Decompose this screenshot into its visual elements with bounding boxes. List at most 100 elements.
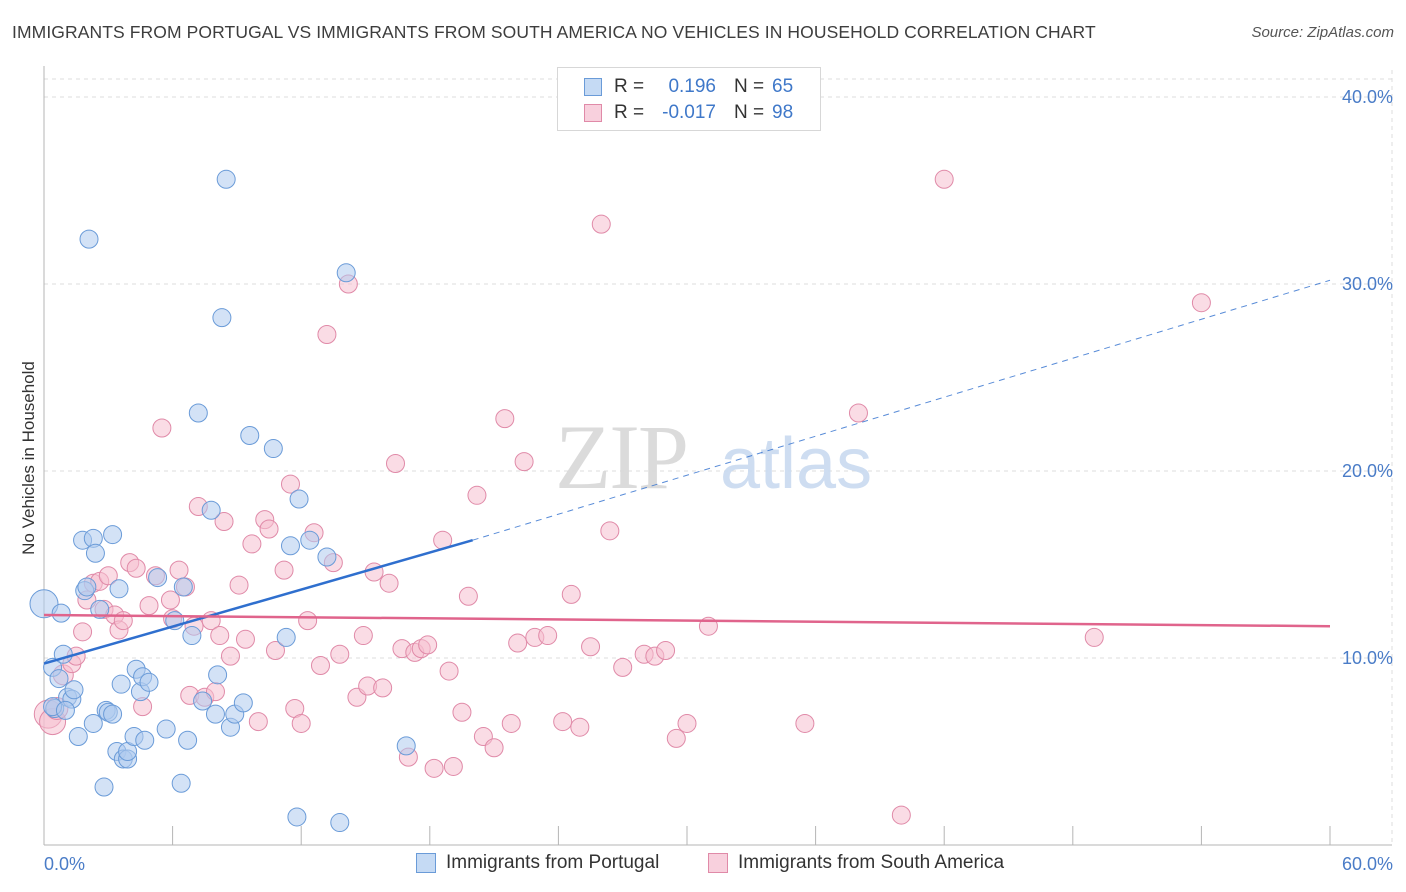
data-point: [94, 777, 114, 797]
legend-r-value: -0.017: [662, 102, 716, 123]
data-point: [103, 704, 123, 724]
data-point: [467, 485, 487, 505]
data-point: [289, 489, 309, 509]
data-point: [317, 547, 337, 567]
legend-n-value: 98: [772, 102, 794, 123]
data-point: [156, 719, 176, 739]
data-point: [570, 717, 590, 737]
legend-swatch-pink: [708, 853, 728, 873]
data-point: [276, 627, 296, 647]
y-tick-label: 10.0%: [1342, 648, 1393, 668]
data-point: [126, 558, 146, 578]
data-point: [310, 655, 330, 675]
watermark: ZIP atlas: [555, 406, 872, 508]
data-point: [298, 611, 318, 631]
data-point: [265, 641, 285, 661]
y-tick-label: 40.0%: [1342, 87, 1393, 107]
data-point: [274, 560, 294, 580]
data-point: [666, 728, 686, 748]
legend-r-label: R =: [614, 76, 645, 97]
data-point: [495, 409, 515, 429]
data-point: [452, 702, 472, 722]
data-point: [613, 657, 633, 677]
data-point: [135, 730, 155, 750]
data-point: [501, 713, 521, 733]
data-point: [64, 680, 84, 700]
data-point: [600, 521, 620, 541]
data-point: [240, 425, 260, 445]
data-point: [235, 629, 255, 649]
data-point: [553, 712, 573, 732]
legend-swatch-blue: [584, 78, 602, 96]
data-point: [439, 661, 459, 681]
data-point: [233, 693, 253, 713]
data-point: [1191, 293, 1211, 313]
legend-n-label: N =: [734, 76, 765, 97]
legend-n-value: 65: [772, 76, 794, 97]
data-point: [77, 577, 97, 597]
legend-swatch-blue: [416, 853, 436, 873]
axes: [43, 66, 1392, 846]
data-point: [379, 573, 399, 593]
data-point: [188, 403, 208, 423]
data-point: [139, 596, 159, 616]
trend-line-south-america: [43, 613, 1331, 628]
legend-item-south-america[interactable]: Immigrants from South America: [708, 852, 1004, 874]
data-point: [83, 713, 103, 733]
data-point: [259, 519, 279, 539]
data-point: [111, 674, 131, 694]
data-point: [291, 713, 311, 733]
data-point: [103, 525, 123, 545]
data-point: [248, 712, 268, 732]
tick-labels: 10.0% 20.0% 30.0% 40.0% 0.0% 60.0%: [44, 87, 1393, 874]
watermark-atlas: atlas: [720, 424, 872, 504]
data-point: [68, 727, 88, 747]
data-point: [51, 603, 71, 623]
data-point: [1084, 627, 1104, 647]
legend-item-portugal[interactable]: Immigrants from Portugal: [416, 852, 659, 874]
data-point: [216, 169, 236, 189]
data-point: [330, 813, 350, 833]
data-point: [205, 704, 225, 724]
y-tick-label: 20.0%: [1342, 461, 1393, 481]
data-point: [934, 169, 954, 189]
watermark-zip: ZIP: [555, 406, 687, 508]
data-point: [795, 713, 815, 733]
data-point: [220, 646, 240, 666]
data-point: [139, 672, 159, 692]
data-point: [656, 641, 676, 661]
data-point: [49, 669, 69, 689]
data-point: [152, 418, 172, 438]
data-point: [418, 635, 438, 655]
data-point: [171, 773, 191, 793]
data-point: [353, 626, 373, 646]
data-point: [55, 700, 75, 720]
data-point: [98, 566, 118, 586]
series-legend: Immigrants from Portugal Immigrants from…: [0, 852, 1406, 878]
data-point: [396, 736, 416, 756]
data-point: [458, 586, 478, 606]
trend-line-portugal: [43, 538, 474, 665]
data-point: [263, 439, 283, 459]
data-point: [242, 534, 262, 554]
data-point: [173, 577, 193, 597]
data-point: [424, 758, 444, 778]
data-point: [169, 560, 189, 580]
legend-row-portugal: R = 0.196 N = 65: [584, 75, 793, 99]
data-point: [280, 474, 300, 494]
legend-row-south-america: R = -0.017 N = 98: [584, 101, 793, 125]
data-point: [160, 590, 180, 610]
data-point: [193, 691, 213, 711]
legend-n-label: N =: [734, 102, 765, 123]
source-label: Source: ZipAtlas.com: [1251, 24, 1394, 41]
legend-item-label: Immigrants from Portugal: [446, 852, 660, 873]
data-point: [113, 611, 133, 631]
data-point: [484, 738, 504, 758]
x-tick-label: 60.0%: [1342, 854, 1393, 874]
data-point: [210, 626, 230, 646]
y-axis-label: No Vehicles in Household: [19, 361, 38, 555]
legend-swatch-pink: [584, 104, 602, 122]
data-point: [212, 308, 232, 328]
data-point: [591, 214, 611, 234]
